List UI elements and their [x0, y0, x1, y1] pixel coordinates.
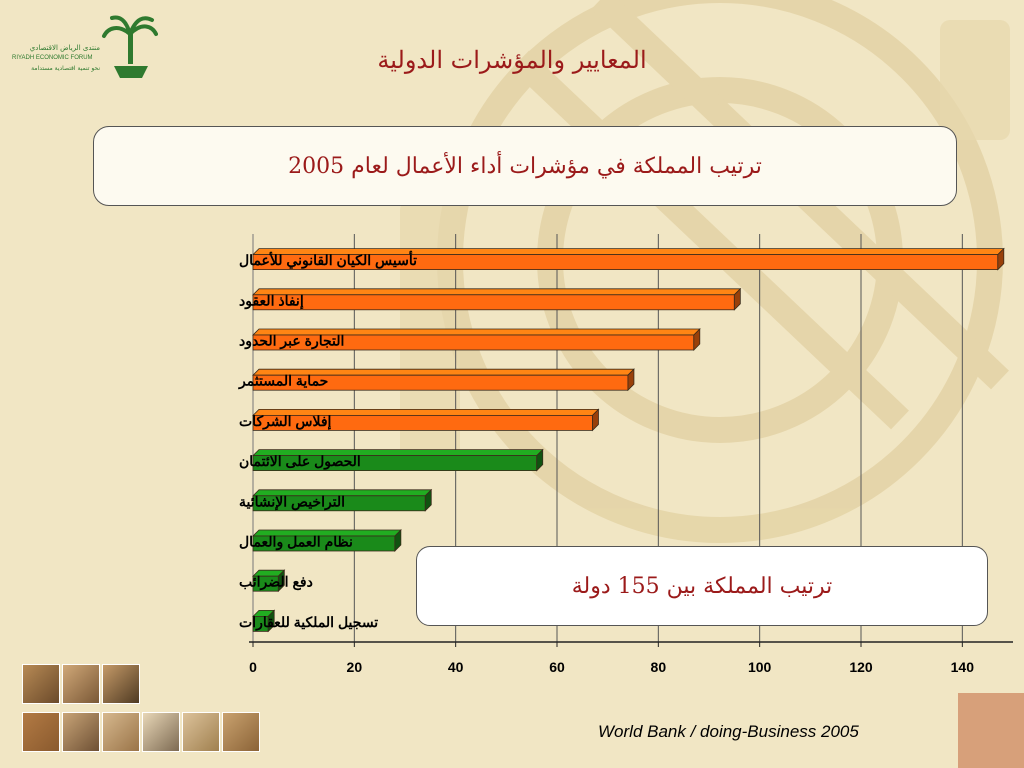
x-tick-label: 20	[347, 659, 363, 675]
category-labels: تأسيس الكيان القانوني للأعمال إنفاذ العقو…	[238, 250, 417, 631]
thumbnail-image	[142, 712, 180, 752]
thumbnail-image	[62, 712, 100, 752]
x-tick-label: 140	[951, 659, 975, 675]
logo-text-arabic: منتدى الرياض الاقتصادي	[29, 44, 100, 52]
x-tick-labels: 0 20 40 60 80 100 120 140	[249, 659, 974, 675]
chart-bars	[252, 247, 1005, 633]
thumbnail-image	[102, 712, 140, 752]
page-title: المعايير والمؤشرات الدولية	[377, 46, 647, 74]
category-label: دفع الضرائب	[239, 574, 313, 591]
category-label: حماية المستثمر	[238, 373, 328, 390]
x-tick-label: 0	[249, 659, 257, 675]
subtitle-box: ترتيب المملكة في مؤشرات أداء الأعمال لعا…	[93, 126, 957, 206]
palm-tree-icon	[102, 15, 158, 78]
thumbnail-image	[22, 664, 60, 704]
thumbnail-image	[62, 664, 100, 704]
bar-top-face	[252, 288, 742, 296]
category-label: التراخيص الإنشائية	[239, 493, 345, 511]
callout-box: ترتيب المملكة بين 155 دولة	[416, 546, 988, 626]
riyadh-economic-forum-logo: منتدى الرياض الاقتصادي RIYADH ECONOMIC F…	[8, 10, 158, 90]
bar-side-face	[627, 368, 635, 392]
bar-side-face	[394, 529, 402, 552]
x-tick-label: 120	[849, 659, 873, 675]
x-tick-label: 40	[448, 659, 464, 675]
thumbnail-image	[22, 712, 60, 752]
category-label: التجارة عبر الحدود	[239, 333, 344, 350]
x-tick-label: 100	[748, 659, 772, 675]
x-tick-label: 60	[549, 659, 565, 675]
category-label: إنفاذ العقود	[239, 292, 304, 310]
bar-side-face	[424, 488, 432, 512]
bar-side-face	[997, 247, 1005, 271]
thumbnail-strip	[22, 664, 272, 756]
category-label: تأسيس الكيان القانوني للأعمال	[239, 250, 417, 269]
thumbnail-image	[102, 664, 140, 704]
bar-side-face	[693, 328, 701, 351]
bar-side-face	[277, 569, 285, 593]
category-label: إفلاس الشركات	[239, 413, 332, 431]
thumbnail-image	[222, 712, 260, 752]
corner-decoration	[958, 693, 1024, 768]
bar	[252, 294, 735, 311]
category-label: الحصول على الائتمان	[239, 453, 361, 470]
bar-side-face	[592, 408, 599, 432]
source-note: World Bank / doing-Business 2005	[598, 722, 859, 741]
category-label: نظام العمل والعمال	[239, 534, 353, 551]
bar-side-face	[536, 448, 544, 472]
chart-title: ترتيب المملكة في مؤشرات أداء الأعمال لعا…	[288, 153, 762, 179]
callout-text: ترتيب المملكة بين 155 دولة	[571, 573, 833, 599]
x-tick-label: 80	[651, 659, 667, 675]
bar-side-face	[733, 287, 741, 311]
category-label: تسجيل الملكية للعقارات	[239, 614, 378, 631]
thumbnail-image	[182, 712, 220, 752]
bar-side-face	[267, 609, 275, 633]
logo-text-english: RIYADH ECONOMIC FORUM	[12, 55, 93, 61]
logo-tagline: نحو تنمية اقتصادية مستدامة	[31, 65, 100, 72]
